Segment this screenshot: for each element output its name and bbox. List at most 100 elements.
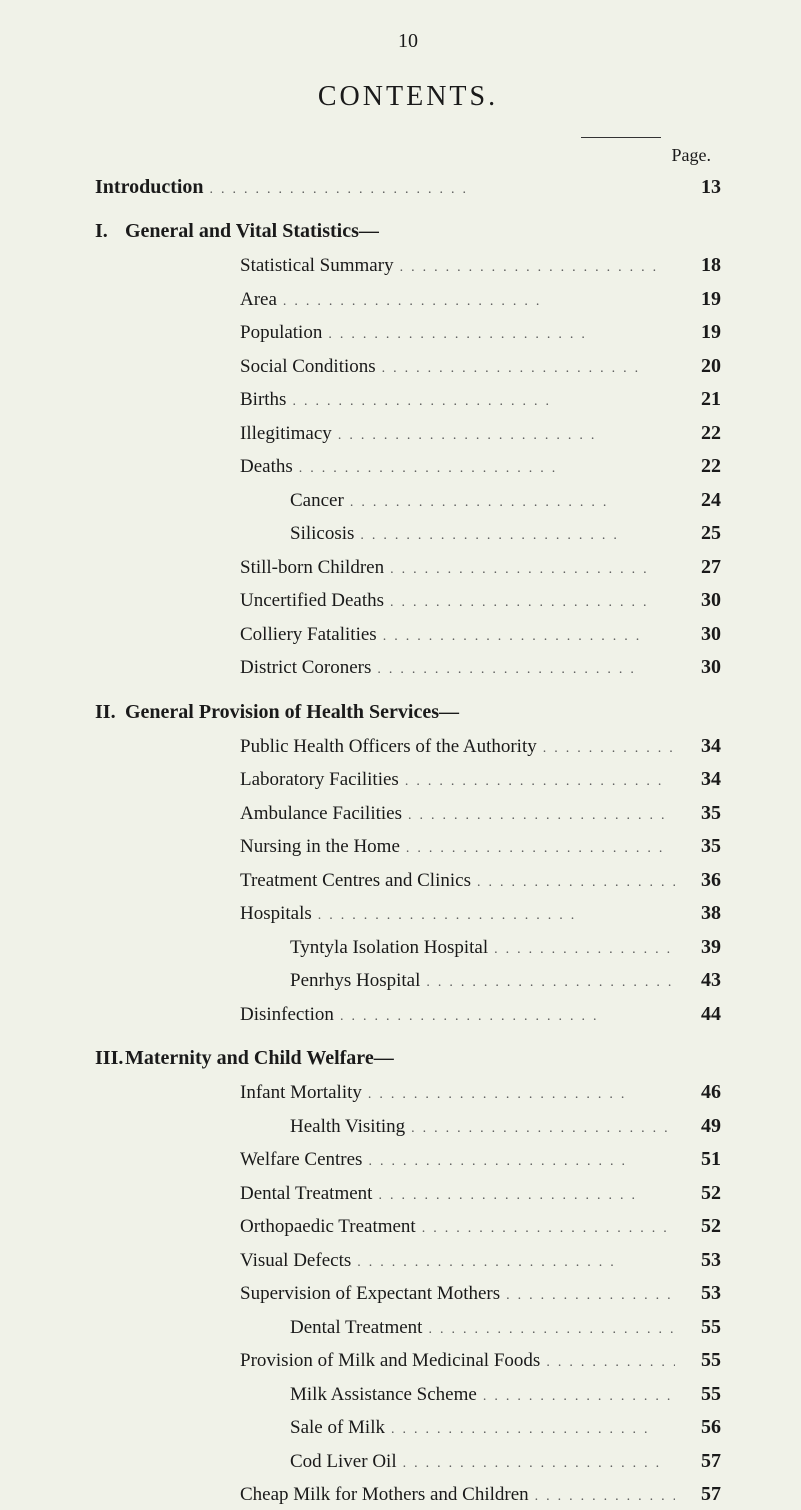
entry-page: 35 (681, 798, 721, 828)
toc-entry: Area.......................19 (95, 284, 721, 315)
entry-page: 34 (681, 731, 721, 761)
entry-label: Cheap Milk for Mothers and Children (240, 1481, 529, 1510)
toc-entry: Orthopaedic Treatment...................… (95, 1211, 721, 1242)
entry-page: 18 (681, 250, 721, 280)
entry-label: Statistical Summary (240, 252, 394, 281)
section-number: I. (95, 216, 125, 246)
leader-dots: ....................... (340, 1006, 675, 1027)
leader-dots: ....................... (390, 559, 675, 580)
toc-entry: Health Visiting.......................49 (95, 1111, 721, 1142)
entry-page: 49 (681, 1111, 721, 1141)
leader-dots: ....................... (328, 324, 675, 345)
entry-page: 53 (681, 1278, 721, 1308)
entry-label: Dental Treatment (290, 1314, 422, 1343)
entry-label: Provision of Milk and Medicinal Foods (240, 1347, 540, 1376)
entry-page: 52 (681, 1178, 721, 1208)
section-header: I.General and Vital Statistics— (95, 216, 721, 246)
entry-page: 22 (681, 451, 721, 481)
leader-dots: ....................... (400, 257, 675, 278)
entry-label: Ambulance Facilities (240, 800, 402, 829)
entry-page: 46 (681, 1077, 721, 1107)
leader-dots: ....................... (426, 972, 675, 993)
leader-dots: ....................... (299, 458, 675, 479)
entry-page: 39 (681, 932, 721, 962)
entry-label: Colliery Fatalities (240, 621, 377, 650)
entry-label: Dental Treatment (240, 1180, 372, 1209)
toc-entry: Laboratory Facilities...................… (95, 764, 721, 795)
entry-page: 25 (681, 518, 721, 548)
introduction-label: Introduction (95, 172, 204, 202)
entry-label: Social Conditions (240, 353, 376, 382)
leader-dots: ....................... (406, 838, 675, 859)
leader-dots: ....................... (506, 1285, 675, 1306)
entry-page: 55 (681, 1379, 721, 1409)
entry-page: 22 (681, 418, 721, 448)
toc-entry: Colliery Fatalities.....................… (95, 619, 721, 650)
leader-dots: ....................... (318, 905, 675, 926)
leader-dots: ....................... (292, 391, 675, 412)
entry-label: Cancer (290, 487, 344, 516)
toc-entry: Welfare Centres.......................51 (95, 1144, 721, 1175)
section-title: Maternity and Child Welfare— (125, 1043, 394, 1073)
entry-page: 38 (681, 898, 721, 928)
toc-entry: Births.......................21 (95, 384, 721, 415)
entry-label: Uncertified Deaths (240, 587, 384, 616)
toc-entry: Statistical Summary.....................… (95, 250, 721, 281)
entry-page: 21 (681, 384, 721, 414)
toc-entry: Infant Mortality....................... 4… (95, 1077, 721, 1108)
toc-entry: Ambulance Facilities....................… (95, 798, 721, 829)
toc-entry: Sale of Milk....................... 56 (95, 1412, 721, 1443)
section-number: III. (95, 1043, 125, 1073)
leader-dots: ....................... (405, 771, 675, 792)
entry-label: Laboratory Facilities (240, 766, 399, 795)
leader-dots: ....................... (535, 1486, 675, 1507)
section-number: II. (95, 697, 125, 727)
toc-entry: Social Conditions.......................… (95, 351, 721, 382)
toc-entry: District Coroners.......................… (95, 652, 721, 683)
entry-label: Public Health Officers of the Authority (240, 733, 537, 762)
introduction-page: 13 (681, 172, 721, 202)
toc-entry: Dental Treatment....................... 5… (95, 1178, 721, 1209)
leader-dots: ....................... (483, 1386, 675, 1407)
toc-entry: Silicosis.......................25 (95, 518, 721, 549)
entry-page: 56 (681, 1412, 721, 1442)
leader-dots: ....................... (403, 1453, 675, 1474)
leader-dots: ....................... (210, 179, 675, 200)
entry-page: 52 (681, 1211, 721, 1241)
section-title: General and Vital Statistics— (125, 216, 379, 246)
leader-dots: ....................... (368, 1084, 675, 1105)
leader-dots: ....................... (357, 1252, 675, 1273)
leader-dots: ....................... (383, 626, 675, 647)
leader-dots: ....................... (360, 525, 675, 546)
entry-label: Visual Defects (240, 1247, 351, 1276)
entry-page: 19 (681, 284, 721, 314)
entry-label: Nursing in the Home (240, 833, 400, 862)
entry-label: Infant Mortality (240, 1079, 362, 1108)
leader-dots: ....................... (350, 492, 675, 513)
entry-label: Tyntyla Isolation Hospital (290, 934, 488, 963)
toc-entry: Cod Liver Oil.......................57 (95, 1446, 721, 1477)
leader-dots: ....................... (377, 659, 675, 680)
leader-dots: ....................... (543, 738, 675, 759)
toc-entry: Uncertified Deaths......................… (95, 585, 721, 616)
section-title: General Provision of Health Services— (125, 697, 459, 727)
entry-page: 30 (681, 585, 721, 615)
entry-label: Health Visiting (290, 1113, 405, 1142)
leader-dots: ....................... (428, 1319, 675, 1340)
entry-page: 43 (681, 965, 721, 995)
leader-dots: ....................... (283, 291, 675, 312)
entry-page: 30 (681, 652, 721, 682)
entry-label: Sale of Milk (290, 1414, 385, 1443)
toc-entry: Milk Assistance Scheme..................… (95, 1379, 721, 1410)
leader-dots: ....................... (408, 805, 675, 826)
leader-dots: ....................... (378, 1185, 675, 1206)
leader-dots: ....................... (494, 939, 675, 960)
toc-entry: Deaths.......................22 (95, 451, 721, 482)
toc-entry: Visual Defects.......................53 (95, 1245, 721, 1276)
toc-entry: Cheap Milk for Mothers and Children.....… (95, 1479, 721, 1510)
sections-container: I.General and Vital Statistics— Statistic… (95, 216, 721, 1510)
leader-dots: ....................... (391, 1419, 675, 1440)
entry-label: Disinfection (240, 1001, 334, 1030)
entry-label: Hospitals (240, 900, 312, 929)
leader-dots: ....................... (390, 592, 675, 613)
